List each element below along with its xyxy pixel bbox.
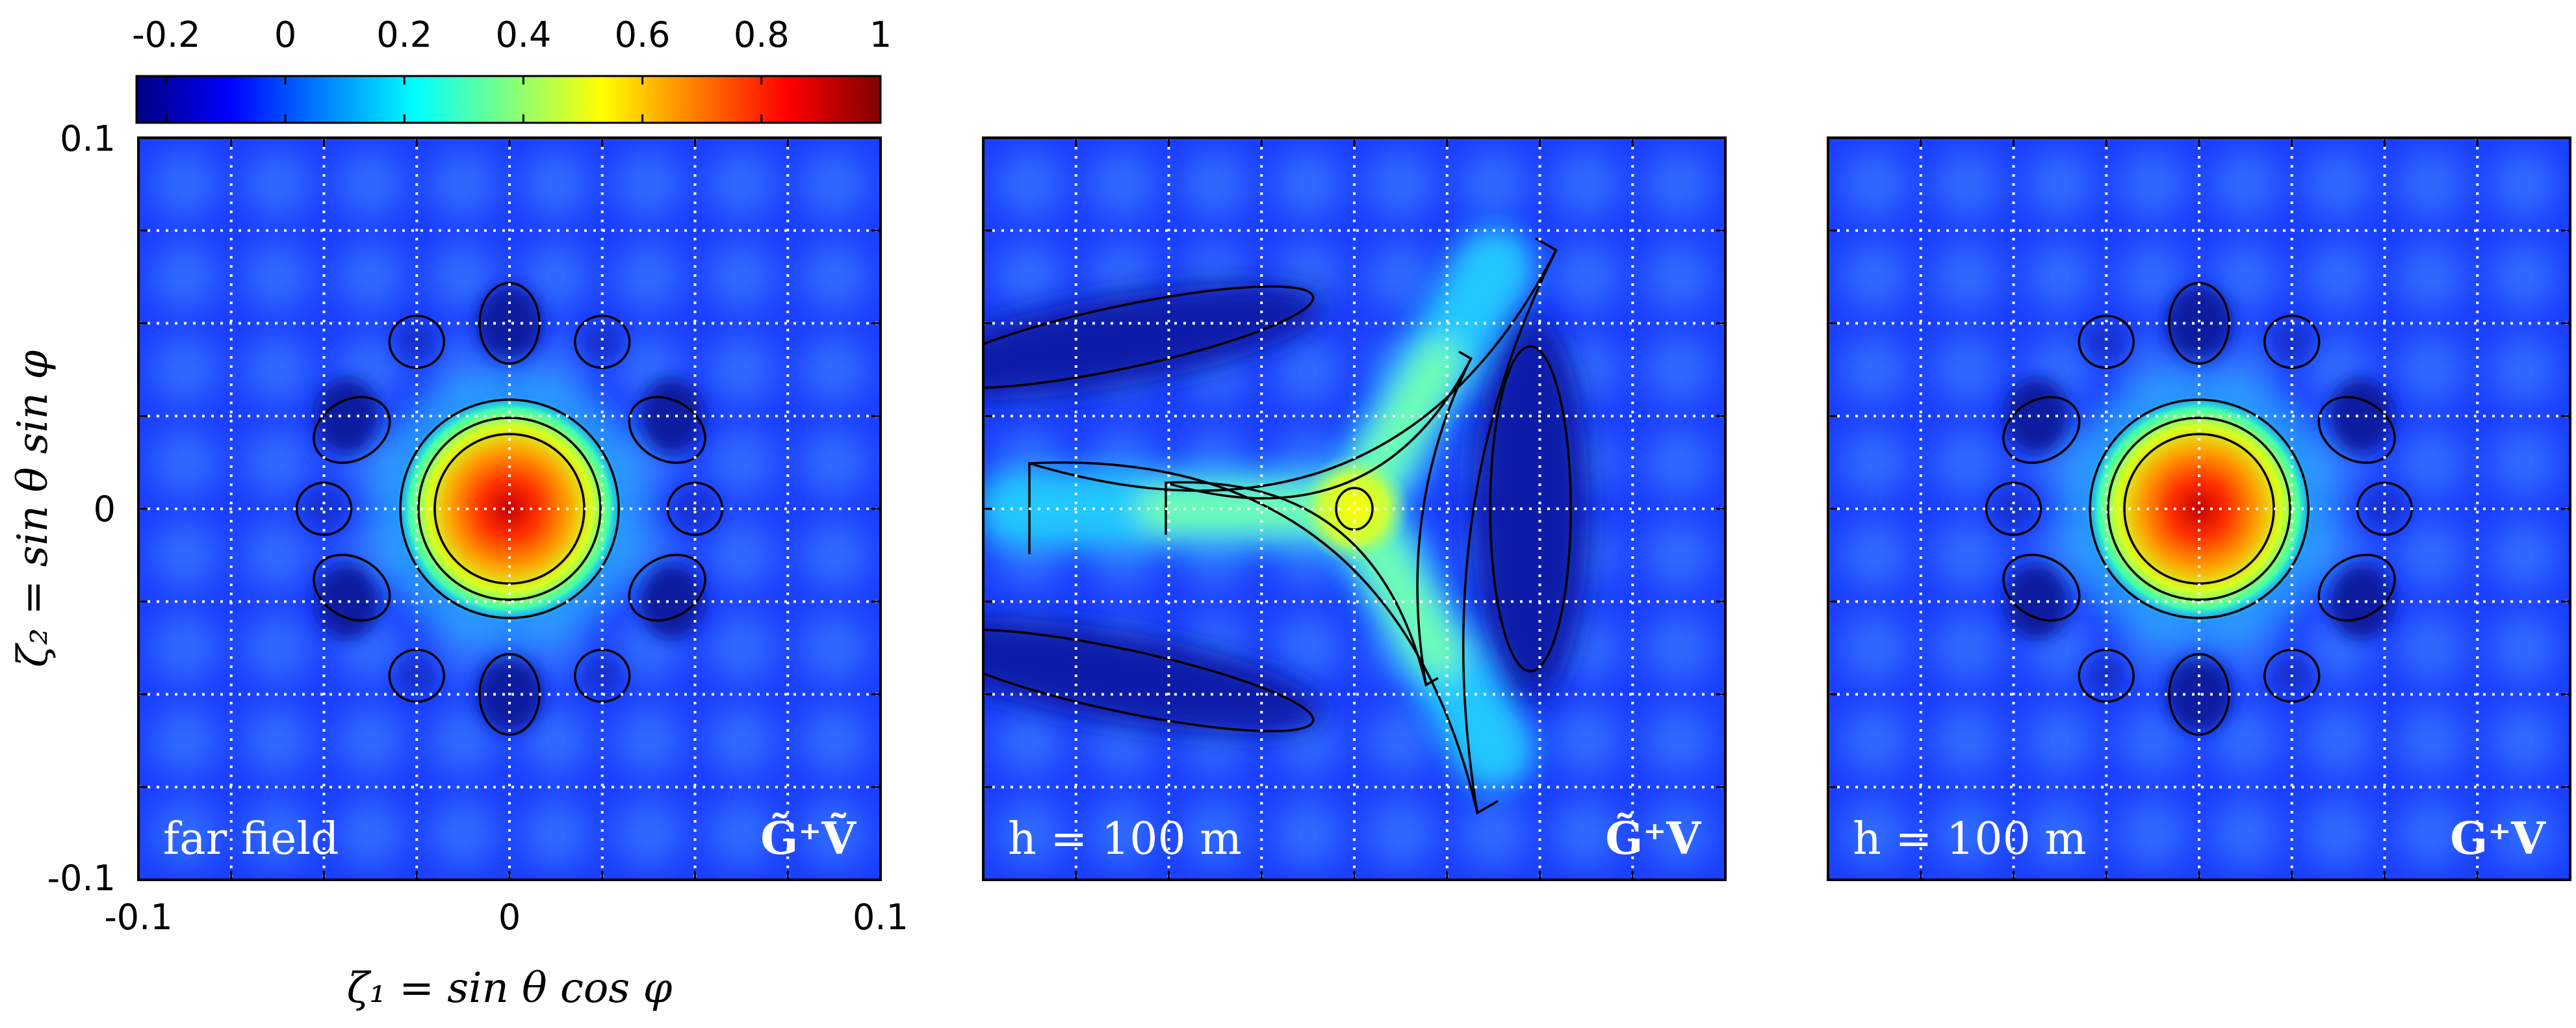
colorbar: -0.2 0 0.2 0.4 0.6 0.8 1 — [132, 14, 892, 124]
panel-annotation-right: G⁺V — [2450, 813, 2546, 865]
x-tick-label-right: 0.1 — [853, 897, 908, 938]
colorbar-tick-label: -0.2 — [132, 14, 200, 55]
colorbar-tick-label: 1 — [869, 14, 892, 55]
panel-frame — [137, 136, 882, 881]
colorbar-tick-label: 0.2 — [376, 14, 432, 55]
x-axis-label: ζ₁ = sin θ cos φ — [347, 964, 673, 1012]
panel-annotation-right: G̃⁺V — [1605, 813, 1701, 865]
sidelobe-texture — [151, 150, 868, 867]
panel-frame — [982, 136, 1727, 881]
heatmap-panel-near-field-approx: h = 100 m G̃⁺V — [982, 136, 1727, 881]
peak-lobe — [1299, 454, 1410, 564]
y-tick-label-bottom: -0.1 — [47, 858, 116, 899]
heatmap-panel-near-field-exact: h = 100 m G⁺V — [1827, 136, 2571, 881]
colorbar-gradient — [135, 75, 882, 124]
y-tick-label-top: 0.1 — [60, 118, 116, 159]
x-tick-label-mid: 0 — [498, 897, 521, 938]
panel-annotation-right: G̃⁺Ṽ — [760, 813, 857, 865]
panel-annotation-left: h = 100 m — [1853, 814, 2087, 865]
panel-annotation-left: far field — [163, 814, 339, 865]
contour-lines — [983, 237, 1572, 815]
colorbar-ticks: -0.2 0 0.2 0.4 0.6 0.8 1 — [132, 14, 892, 123]
panel-annotation-left: h = 100 m — [1008, 814, 1242, 865]
heatmap-panel-far-field: far field G̃⁺Ṽ — [137, 136, 882, 881]
colorbar-tick-label: 0 — [274, 14, 296, 55]
colorbar-tick-label: 0.4 — [495, 14, 551, 55]
x-tick-label-left: -0.1 — [104, 897, 172, 938]
main-lobe — [396, 395, 623, 623]
colorbar-tick-label: 0.6 — [615, 14, 671, 55]
y-tick-label-mid: 0 — [94, 489, 116, 530]
colorbar-tick-label: 0.8 — [734, 14, 790, 55]
panel-frame — [1827, 136, 2571, 881]
y-axis-label: ζ₂ = sin θ sin φ — [9, 350, 57, 667]
main-lobe — [2085, 395, 2313, 623]
